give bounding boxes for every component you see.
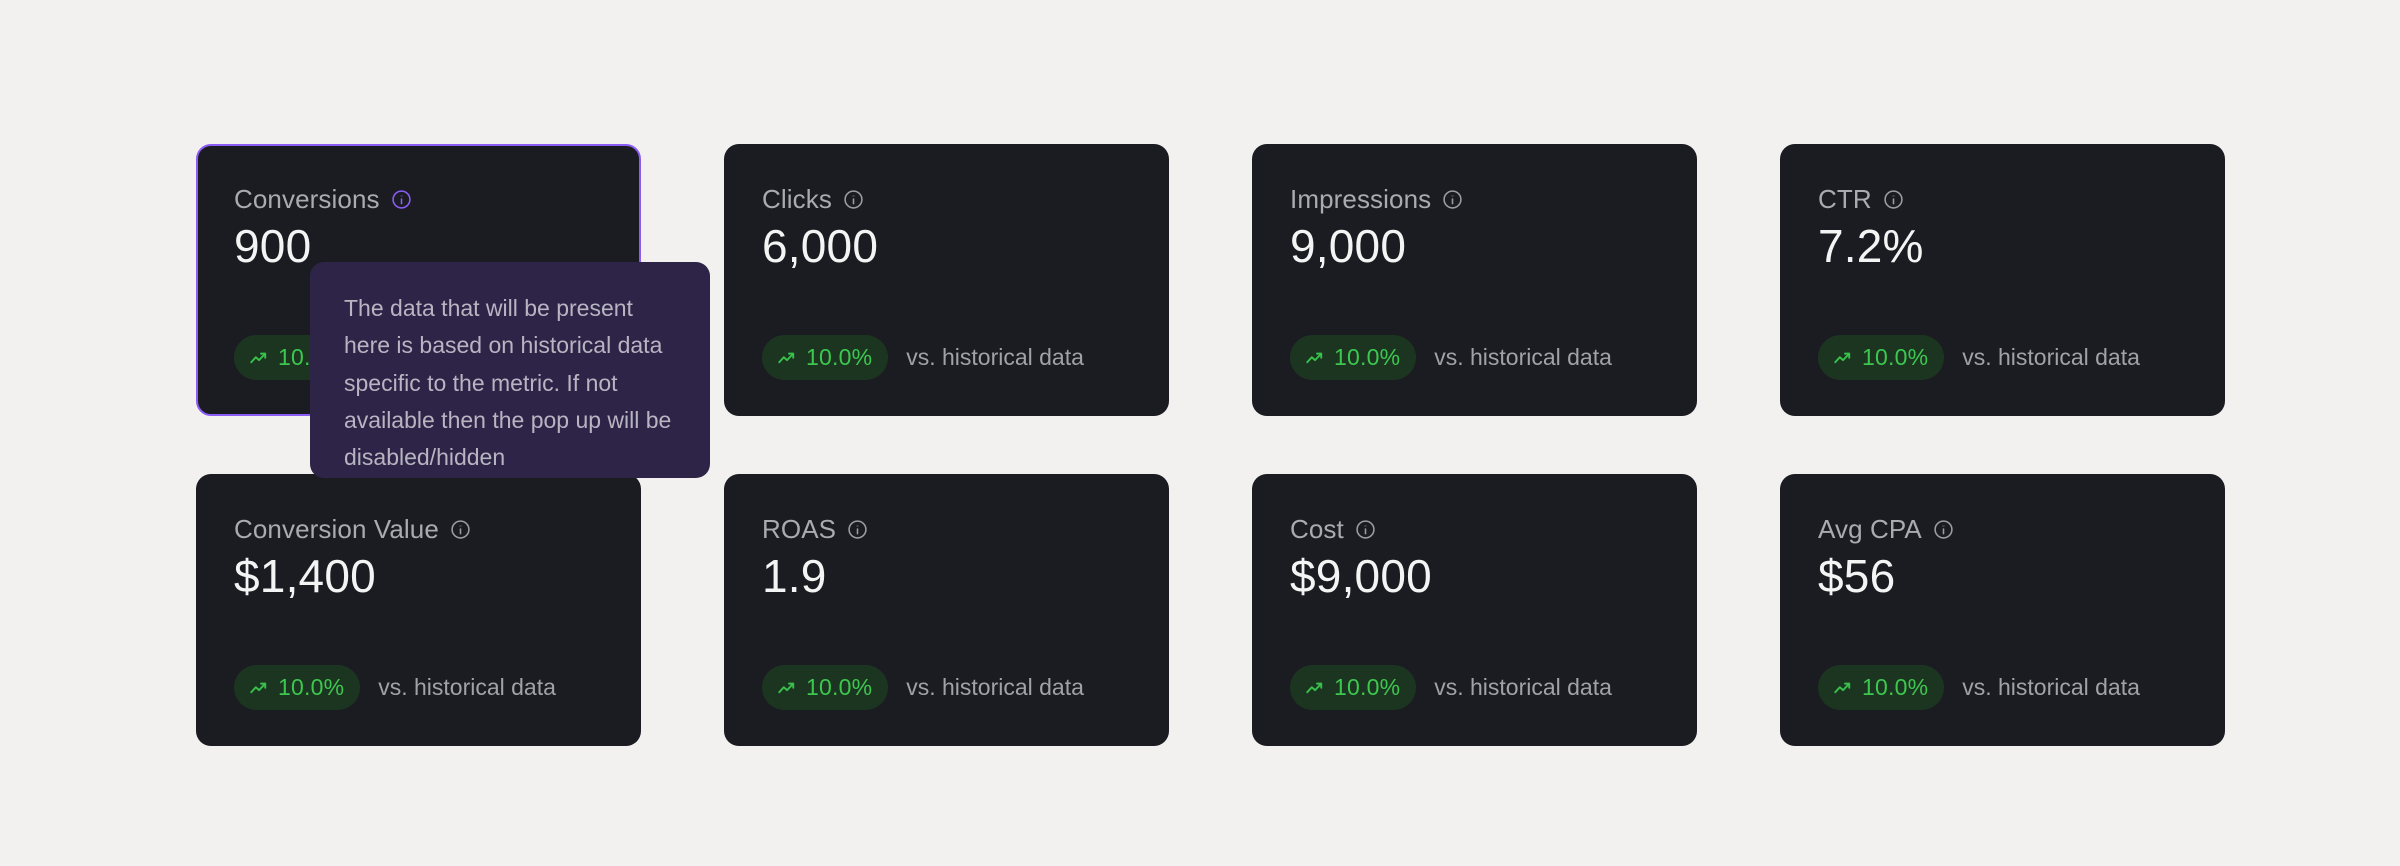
metric-value: $9,000: [1290, 550, 1432, 602]
comparison-label: vs. historical data: [906, 344, 1084, 370]
trend-up-arrow-icon: [248, 677, 270, 699]
metric-value: $1,400: [234, 550, 376, 602]
metric-card-footer: 10.0% vs. historical data: [1290, 665, 1659, 710]
delta-value: 10.0%: [806, 344, 873, 370]
metric-card-header: Conversions: [234, 184, 603, 214]
metric-card-header: Conversion Value: [234, 514, 603, 544]
metric-value: 9,000: [1290, 220, 1407, 272]
trend-up-arrow-icon: [1832, 677, 1854, 699]
trend-up-arrow-icon: [248, 347, 270, 369]
trend-up-arrow-icon: [1832, 347, 1854, 369]
metric-card-grid: Conversions90010.0%vs. historical dataCl…: [196, 144, 2225, 746]
metric-card-footer: 10.0% vs. historical data: [762, 665, 1131, 710]
trend-up-arrow-icon: [776, 347, 798, 369]
metric-card-header: Impressions: [1290, 184, 1659, 214]
comparison-label: vs. historical data: [1434, 674, 1612, 700]
delta-badge: 10.0%: [762, 335, 889, 380]
metric-card[interactable]: Conversion Value $1,400 10.0% vs. historica…: [196, 474, 641, 746]
comparison-label: vs. historical data: [1962, 674, 2140, 700]
metric-card-header: Clicks: [762, 184, 1131, 214]
metric-card[interactable]: Impressions 9,000 10.0% vs. historical data: [1252, 144, 1697, 416]
delta-value: 10.0%: [806, 674, 873, 700]
info-circle-icon[interactable]: [1442, 189, 1463, 210]
metric-card-footer: 10.0% vs. historical data: [234, 665, 603, 710]
delta-value: 10.0%: [1862, 344, 1929, 370]
trend-up-arrow-icon: [1304, 677, 1326, 699]
metric-value: 1.9: [762, 550, 827, 602]
comparison-label: vs. historical data: [906, 674, 1084, 700]
metric-card-footer: 10.0% vs. historical data: [1818, 335, 2187, 380]
info-circle-icon[interactable]: [843, 189, 864, 210]
delta-value: 10.0%: [278, 674, 345, 700]
info-circle-icon[interactable]: [450, 519, 471, 540]
metric-label: Conversion Value: [234, 513, 439, 544]
metric-label: ROAS: [762, 513, 837, 544]
info-circle-icon[interactable]: [391, 189, 412, 210]
metric-card-header: ROAS: [762, 514, 1131, 544]
metric-value: $56: [1818, 550, 1896, 602]
metric-card-footer: 10.0% vs. historical data: [762, 335, 1131, 380]
metric-value: 7.2%: [1818, 220, 1924, 272]
trend-up-arrow-icon: [1304, 347, 1326, 369]
comparison-label: vs. historical data: [378, 674, 556, 700]
metric-label: Impressions: [1290, 183, 1432, 214]
tooltip-text: The data that will be present here is ba…: [344, 295, 672, 470]
delta-value: 10.0%: [1862, 674, 1929, 700]
info-circle-icon[interactable]: [1933, 519, 1954, 540]
metric-card[interactable]: Avg CPA $56 10.0% vs. historical data: [1780, 474, 2225, 746]
metric-label: Cost: [1290, 513, 1344, 544]
metric-label: Avg CPA: [1818, 513, 1922, 544]
delta-badge: 10.0%: [1290, 665, 1417, 710]
metric-card[interactable]: Clicks 6,000 10.0% vs. historical data: [724, 144, 1169, 416]
metric-card-footer: 10.0% vs. historical data: [1818, 665, 2187, 710]
delta-value: 10.0%: [1334, 344, 1401, 370]
info-circle-icon[interactable]: [1355, 519, 1376, 540]
metric-label: Conversions: [234, 183, 380, 214]
metric-label: CTR: [1818, 183, 1872, 214]
comparison-label: vs. historical data: [1434, 344, 1612, 370]
comparison-label: vs. historical data: [1962, 344, 2140, 370]
metric-value: 900: [234, 220, 312, 272]
metric-label: Clicks: [762, 183, 832, 214]
metric-card-header: Avg CPA: [1818, 514, 2187, 544]
metric-card-header: Cost: [1290, 514, 1659, 544]
delta-badge: 10.0%: [762, 665, 889, 710]
metric-info-tooltip: The data that will be present here is ba…: [310, 262, 710, 478]
info-circle-icon[interactable]: [1883, 189, 1904, 210]
trend-up-arrow-icon: [776, 677, 798, 699]
info-circle-icon[interactable]: [847, 519, 868, 540]
metric-card-header: CTR: [1818, 184, 2187, 214]
metric-value: 6,000: [762, 220, 879, 272]
delta-badge: 10.0%: [1818, 665, 1945, 710]
metric-card[interactable]: Cost $9,000 10.0% vs. historical data: [1252, 474, 1697, 746]
metric-card-footer: 10.0% vs. historical data: [1290, 335, 1659, 380]
metric-card[interactable]: ROAS 1.9 10.0% vs. historical data: [724, 474, 1169, 746]
metric-card[interactable]: CTR 7.2% 10.0% vs. historical data: [1780, 144, 2225, 416]
delta-badge: 10.0%: [1290, 335, 1417, 380]
delta-badge: 10.0%: [234, 665, 361, 710]
delta-badge: 10.0%: [1818, 335, 1945, 380]
delta-value: 10.0%: [1334, 674, 1401, 700]
